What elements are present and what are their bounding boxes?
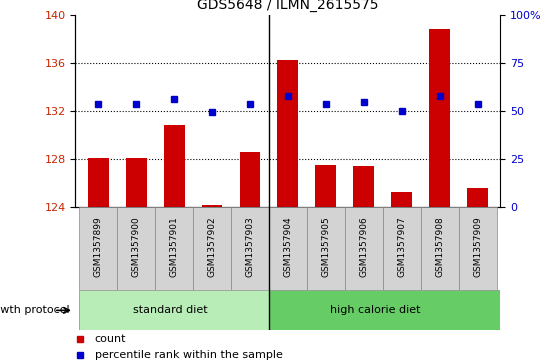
Text: GSM1357902: GSM1357902 xyxy=(207,217,216,277)
Bar xyxy=(383,207,421,290)
Text: standard diet: standard diet xyxy=(133,305,207,315)
Bar xyxy=(315,165,337,207)
Bar xyxy=(458,207,496,290)
Text: growth protocol: growth protocol xyxy=(0,305,70,315)
Text: percentile rank within the sample: percentile rank within the sample xyxy=(94,350,282,360)
Text: GSM1357901: GSM1357901 xyxy=(169,217,178,277)
Bar xyxy=(307,207,345,290)
Bar xyxy=(239,152,260,207)
Bar xyxy=(277,60,299,207)
Title: GDS5648 / ILMN_2615575: GDS5648 / ILMN_2615575 xyxy=(197,0,378,12)
Text: GSM1357904: GSM1357904 xyxy=(283,217,292,277)
Bar xyxy=(467,188,488,207)
Bar xyxy=(126,158,146,207)
Bar xyxy=(193,207,231,290)
Bar xyxy=(429,29,450,207)
Text: GSM1357903: GSM1357903 xyxy=(245,217,254,277)
Text: GSM1357900: GSM1357900 xyxy=(132,217,141,277)
Bar xyxy=(345,207,383,290)
Bar xyxy=(79,290,269,330)
Bar xyxy=(117,207,155,290)
Text: GSM1357905: GSM1357905 xyxy=(321,217,330,277)
Text: count: count xyxy=(94,334,126,344)
Bar xyxy=(269,207,307,290)
Bar xyxy=(421,207,458,290)
Text: GSM1357908: GSM1357908 xyxy=(435,217,444,277)
Text: high calorie diet: high calorie diet xyxy=(330,305,420,315)
Text: GSM1357906: GSM1357906 xyxy=(359,217,368,277)
Text: GSM1357907: GSM1357907 xyxy=(397,217,406,277)
Bar xyxy=(353,166,374,207)
Bar xyxy=(155,207,193,290)
Text: GSM1357909: GSM1357909 xyxy=(473,217,482,277)
Bar xyxy=(202,204,222,207)
Bar xyxy=(79,207,117,290)
Bar xyxy=(164,125,184,207)
Bar xyxy=(391,192,412,207)
Bar xyxy=(269,290,500,330)
Bar xyxy=(231,207,269,290)
Bar xyxy=(88,158,108,207)
Text: GSM1357899: GSM1357899 xyxy=(94,217,103,277)
